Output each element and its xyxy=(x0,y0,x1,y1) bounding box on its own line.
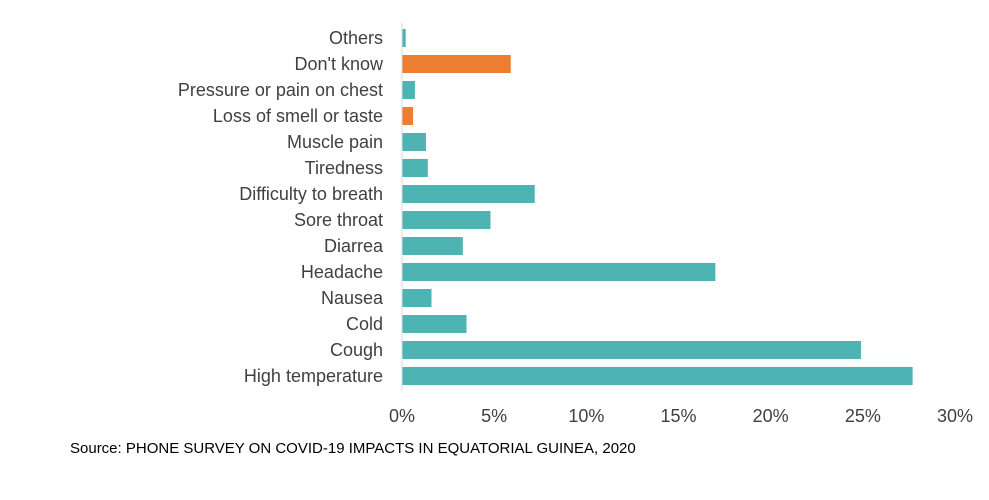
bar xyxy=(402,29,406,47)
bar xyxy=(402,289,432,307)
category-label: Difficulty to breath xyxy=(239,184,383,204)
bar xyxy=(402,237,463,255)
bar xyxy=(402,263,716,281)
category-label: Sore throat xyxy=(294,210,383,230)
category-label: Don't know xyxy=(295,54,384,74)
x-tick-label: 30% xyxy=(937,406,973,426)
category-label: High temperature xyxy=(244,366,383,386)
category-label: Tiredness xyxy=(305,158,383,178)
bar xyxy=(402,185,535,203)
category-label: Cold xyxy=(346,314,383,334)
bars-group xyxy=(402,29,913,385)
x-tick-label: 20% xyxy=(753,406,789,426)
category-labels: Others Don't know Pressure or pain on ches… xyxy=(178,28,384,386)
category-label: Muscle pain xyxy=(287,132,383,152)
category-label: Headache xyxy=(301,262,383,282)
bar xyxy=(402,133,426,151)
x-tick-label: 0% xyxy=(389,406,415,426)
category-label: Others xyxy=(329,28,383,48)
category-label: Nausea xyxy=(321,288,384,308)
bar-chart: Others Don't know Pressure or pain on ches… xyxy=(178,23,973,426)
chart: Others Don't know Pressure or pain on ches… xyxy=(178,23,973,426)
bar xyxy=(402,341,861,359)
category-label: Diarrea xyxy=(324,236,384,256)
source-note: Source: PHONE SURVEY ON COVID-19 IMPACTS… xyxy=(70,440,636,457)
x-tick-label: 5% xyxy=(481,406,507,426)
bar xyxy=(402,55,511,73)
bar xyxy=(402,367,913,385)
x-tick-labels: 0% 5% 10% 15% 20% 25% 30% xyxy=(389,406,973,426)
bar xyxy=(402,107,414,125)
x-tick-label: 15% xyxy=(660,406,696,426)
x-tick-label: 10% xyxy=(568,406,604,426)
bar xyxy=(402,159,428,177)
x-tick-label: 25% xyxy=(845,406,881,426)
bar xyxy=(402,81,415,99)
bar xyxy=(402,211,491,229)
category-label: Pressure or pain on chest xyxy=(178,80,383,100)
category-label: Loss of smell or taste xyxy=(213,106,383,126)
bar xyxy=(402,315,467,333)
category-label: Cough xyxy=(330,340,383,360)
